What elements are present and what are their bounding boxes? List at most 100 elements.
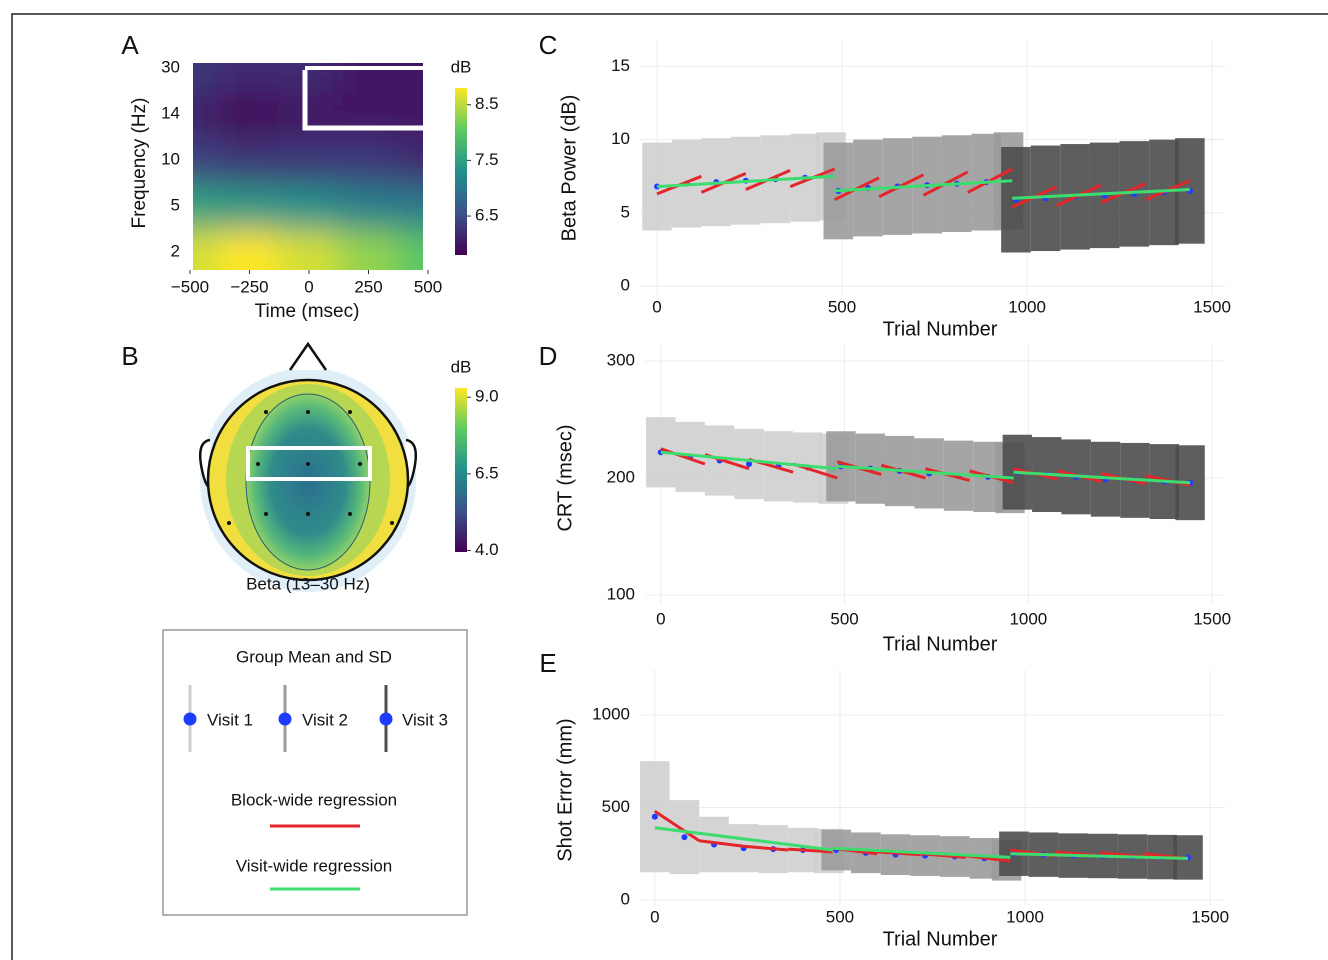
y-tick-label: 0	[621, 889, 630, 908]
legend-label: Visit 3	[402, 710, 448, 729]
x-tick-label: 1000	[1008, 297, 1046, 316]
heat-cell	[193, 136, 221, 184]
heatmap-cells	[193, 63, 423, 270]
mean-point	[746, 461, 753, 468]
colorbar-tick-label: 7.5	[475, 150, 499, 169]
contour	[245, 393, 371, 571]
x-tick-label: −250	[230, 277, 268, 296]
y-tick-label: 14	[161, 103, 180, 122]
figure-frame	[11, 13, 1328, 960]
x-tick-label: 1000	[1009, 609, 1047, 628]
colorbar	[455, 388, 467, 552]
heat-cell	[193, 228, 221, 270]
heat-cell	[218, 136, 281, 184]
heat-cell	[337, 90, 400, 138]
roi-box	[302, 70, 423, 131]
x-axis-title: Time (msec)	[255, 301, 360, 322]
x-tick-label: 1500	[1193, 609, 1231, 628]
colorbar-label: dB	[451, 57, 472, 76]
heat-cell	[278, 90, 340, 138]
legend-label: Block-wide regression	[231, 790, 397, 809]
legend-box	[162, 629, 468, 916]
y-axis-title: CRT (msec)	[554, 424, 576, 531]
topomap	[199, 341, 417, 592]
y-tick-label: 500	[602, 797, 630, 816]
mean-point	[651, 813, 658, 820]
heat-cell	[218, 182, 281, 230]
y-tick-label: 300	[607, 351, 635, 370]
legend-marker	[379, 712, 393, 726]
y-tick-label: 10	[161, 149, 180, 168]
y-tick-label: 0	[621, 276, 630, 295]
x-tick-label: −500	[171, 277, 209, 296]
y-tick-label: 200	[607, 468, 635, 487]
colorbar-label: dB	[451, 357, 472, 376]
heat-cell	[337, 228, 400, 270]
legend-marker	[278, 712, 292, 726]
colorbar-tick-label: 6.5	[475, 206, 499, 225]
panel-letter: A	[121, 30, 139, 60]
regression-line	[654, 826, 1189, 860]
y-tick-label: 5	[171, 195, 180, 214]
x-tick-label: 1500	[1191, 907, 1229, 926]
x-tick-label: 500	[830, 609, 858, 628]
heat-cell	[397, 136, 423, 184]
x-tick-label: 0	[650, 907, 659, 926]
y-tick-label: 2	[171, 241, 180, 260]
x-tick-label: 500	[828, 297, 856, 316]
y-tick-label: 30	[161, 57, 180, 76]
panel-letter: E	[539, 648, 556, 678]
y-axis-title: Shot Error (mm)	[554, 718, 576, 861]
roi-box	[246, 446, 372, 481]
y-axis-title: Frequency (Hz)	[129, 98, 150, 229]
x-tick-label: 500	[826, 907, 854, 926]
heat-cell	[337, 182, 400, 230]
heat-cell	[278, 228, 340, 270]
colorbar-tick-label: 8.5	[475, 94, 499, 113]
heat-cell	[218, 90, 281, 138]
heat-cell	[397, 228, 423, 270]
x-axis-title: Trial Number	[883, 633, 998, 655]
x-tick-label: 0	[652, 297, 661, 316]
regression-line	[660, 450, 1191, 485]
x-tick-label: 0	[656, 609, 665, 628]
panel-letter: B	[121, 341, 138, 371]
x-axis-title: Trial Number	[883, 928, 998, 950]
y-tick-label: 15	[611, 56, 630, 75]
y-tick-label: 10	[611, 129, 630, 148]
heat-cell	[337, 136, 400, 184]
colorbar-tick-label: 9.0	[475, 387, 499, 406]
legend-label: Visit 1	[207, 710, 253, 729]
colorbar-tick-label: 6.5	[475, 463, 499, 482]
x-axis-title: Trial Number	[883, 318, 998, 340]
heat-cell	[218, 63, 281, 92]
y-axis-title: Beta Power (dB)	[558, 95, 580, 242]
heatmap-area	[193, 63, 423, 270]
x-tick-label: 1000	[1006, 907, 1044, 926]
mean-point	[681, 834, 688, 841]
legend-title: Group Mean and SD	[236, 647, 392, 666]
colorbar	[455, 88, 467, 255]
x-tick-label: 500	[414, 277, 442, 296]
x-tick-label: 250	[354, 277, 382, 296]
heat-cell	[278, 182, 340, 230]
panel-letter: C	[539, 30, 558, 60]
heat-cell	[218, 228, 281, 270]
heat-cell	[397, 182, 423, 230]
legend-label: Visit-wide regression	[236, 856, 393, 875]
y-tick-label: 1000	[592, 704, 630, 723]
heat-cell	[278, 136, 340, 184]
topomap-title: Beta (13–30 Hz)	[246, 574, 370, 593]
heat-cell	[193, 90, 221, 138]
heat-cell	[193, 182, 221, 230]
legend-label: Visit 2	[302, 710, 348, 729]
regression-line	[656, 174, 1190, 200]
y-tick-label: 5	[621, 202, 630, 221]
electrodes	[227, 410, 394, 525]
legend-marker	[183, 712, 197, 726]
nose	[288, 341, 328, 371]
x-tick-label: 1500	[1193, 297, 1231, 316]
y-tick-label: 100	[607, 585, 635, 604]
